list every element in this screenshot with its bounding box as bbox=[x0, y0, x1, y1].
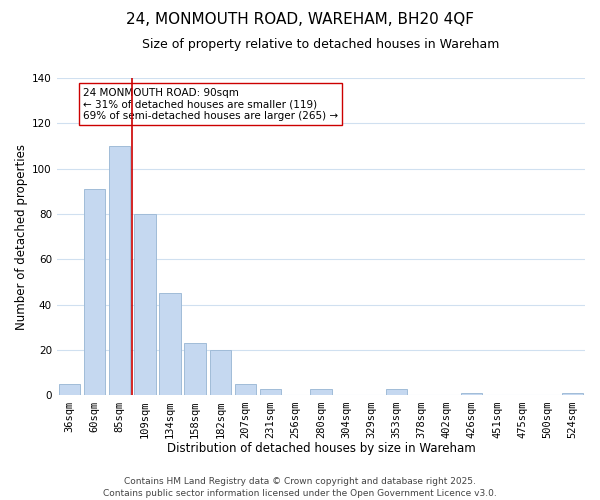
Bar bbox=[562, 393, 583, 396]
Text: Contains HM Land Registry data © Crown copyright and database right 2025.
Contai: Contains HM Land Registry data © Crown c… bbox=[103, 476, 497, 498]
Bar bbox=[109, 146, 130, 396]
X-axis label: Distribution of detached houses by size in Wareham: Distribution of detached houses by size … bbox=[167, 442, 475, 455]
Bar bbox=[209, 350, 231, 396]
Text: 24 MONMOUTH ROAD: 90sqm
← 31% of detached houses are smaller (119)
69% of semi-d: 24 MONMOUTH ROAD: 90sqm ← 31% of detache… bbox=[83, 88, 338, 121]
Bar bbox=[84, 189, 105, 396]
Bar bbox=[260, 388, 281, 396]
Bar bbox=[184, 344, 206, 396]
Bar bbox=[159, 294, 181, 396]
Bar bbox=[59, 384, 80, 396]
Y-axis label: Number of detached properties: Number of detached properties bbox=[15, 144, 28, 330]
Bar bbox=[461, 393, 482, 396]
Bar bbox=[310, 388, 332, 396]
Bar bbox=[386, 388, 407, 396]
Text: 24, MONMOUTH ROAD, WAREHAM, BH20 4QF: 24, MONMOUTH ROAD, WAREHAM, BH20 4QF bbox=[126, 12, 474, 28]
Bar bbox=[235, 384, 256, 396]
Bar bbox=[134, 214, 155, 396]
Title: Size of property relative to detached houses in Wareham: Size of property relative to detached ho… bbox=[142, 38, 500, 51]
